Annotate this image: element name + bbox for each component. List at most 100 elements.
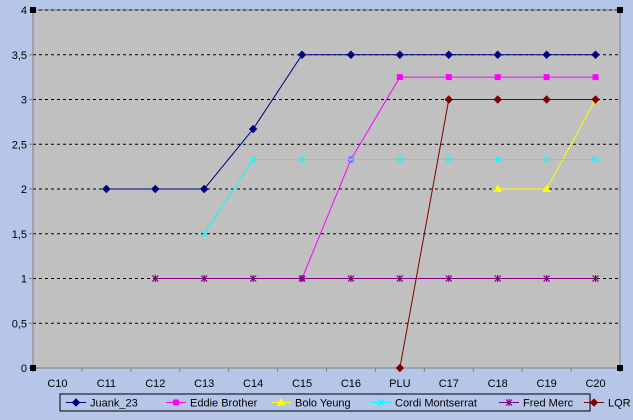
legend-marker — [377, 399, 385, 406]
y-tick-label: 4 — [21, 5, 27, 17]
data-point — [542, 184, 551, 192]
data-point — [542, 50, 551, 59]
legend-marker — [589, 398, 599, 407]
data-point — [542, 95, 551, 104]
data-point — [592, 74, 599, 81]
x-tick-label: C17 — [439, 378, 459, 390]
x-tick-label: C20 — [585, 378, 605, 390]
data-point — [346, 50, 356, 59]
y-tick-label: 1 — [21, 274, 27, 286]
data-point — [249, 275, 257, 282]
data-point — [445, 74, 452, 81]
data-point — [444, 95, 453, 104]
data-point — [396, 74, 403, 81]
marker-stroke — [200, 230, 208, 238]
data-point — [102, 184, 111, 194]
marker-stroke — [377, 399, 385, 406]
data-point — [494, 74, 501, 81]
series-4 — [151, 275, 599, 282]
data-point — [592, 156, 599, 163]
data-point — [347, 156, 355, 163]
series-3 — [200, 156, 599, 238]
data-point — [494, 275, 502, 282]
legend-label: Fred Merc — [523, 398, 574, 410]
data-point — [395, 363, 405, 373]
marker-stroke — [494, 156, 502, 163]
legend-marker — [505, 399, 513, 406]
data-point — [249, 156, 257, 163]
marker-stroke — [592, 156, 599, 163]
marker-stroke — [249, 156, 257, 163]
x-tick-label: C13 — [194, 378, 214, 390]
data-point — [248, 124, 258, 134]
data-point — [493, 50, 502, 59]
data-point — [347, 275, 355, 282]
legend: Juank_23 Eddie Brother Bolo Yeung Cordi Mon… — [59, 393, 631, 412]
data-point — [543, 156, 551, 163]
legend-label: Juank_23 — [90, 398, 138, 410]
legend-marker — [276, 398, 286, 406]
data-point — [395, 50, 405, 59]
data-point — [493, 95, 502, 104]
x-tick-label: C15 — [292, 378, 312, 390]
legend-marker — [71, 398, 81, 407]
legend-label: Bolo Yeung — [295, 398, 351, 410]
y-tick-label: 3,5 — [12, 50, 27, 62]
data-point — [298, 275, 306, 282]
data-point — [543, 275, 551, 282]
legend-marker — [173, 399, 179, 406]
y-tick-label: 2 — [21, 184, 27, 196]
x-tick-label: C11 — [97, 378, 116, 390]
y-tick-label: 1,5 — [12, 229, 27, 241]
marker-stroke — [543, 156, 551, 163]
data-point — [151, 275, 159, 282]
data-point — [396, 156, 404, 163]
legend-item: Eddie Brother — [166, 398, 258, 410]
selection-handle — [30, 7, 36, 13]
legend-item: Fred Merc — [499, 398, 574, 410]
legend-label: Cordi Montserrat — [395, 398, 477, 410]
x-tick-label: C18 — [488, 378, 508, 390]
x-tick-label: PLU — [389, 378, 410, 390]
data-point — [200, 275, 208, 282]
y-tick-label: 2,5 — [12, 139, 27, 151]
x-tick-label: C14 — [243, 378, 263, 390]
data-point — [591, 50, 600, 59]
series-5 — [395, 95, 600, 373]
data-point — [445, 156, 453, 163]
data-point — [591, 95, 600, 104]
data-point — [444, 50, 453, 59]
x-tick-label: C19 — [537, 378, 557, 390]
legend-label: LQR — [608, 398, 631, 410]
y-tick-label: 3 — [21, 95, 27, 107]
marker-stroke — [347, 156, 355, 163]
x-tick-label: C10 — [47, 378, 67, 390]
y-tick-label: 0 — [21, 363, 27, 375]
marker-stroke — [298, 156, 306, 163]
x-tick-label: C16 — [341, 378, 361, 390]
series-0 — [102, 50, 600, 194]
data-point — [493, 184, 503, 192]
y-tick-label: 0,5 — [12, 318, 27, 330]
x-tick-label: C12 — [145, 378, 165, 390]
selection-handle — [617, 365, 623, 371]
data-point — [200, 230, 208, 238]
data-point — [151, 184, 160, 194]
selection-handle — [30, 365, 36, 371]
data-point — [200, 184, 209, 194]
legend-item: LQR — [584, 398, 631, 410]
data-point — [297, 50, 307, 59]
data-point — [396, 275, 404, 282]
data-point — [298, 156, 306, 163]
legend-item: Cordi Montserrat — [371, 398, 477, 410]
data-point — [543, 74, 550, 81]
data-point — [592, 275, 599, 282]
marker-stroke — [396, 156, 404, 163]
legend-label: Eddie Brother — [190, 398, 258, 410]
data-point — [494, 156, 502, 163]
data-point — [445, 275, 453, 282]
legend-item: Juank_23 — [66, 398, 138, 410]
marker-stroke — [445, 156, 453, 163]
